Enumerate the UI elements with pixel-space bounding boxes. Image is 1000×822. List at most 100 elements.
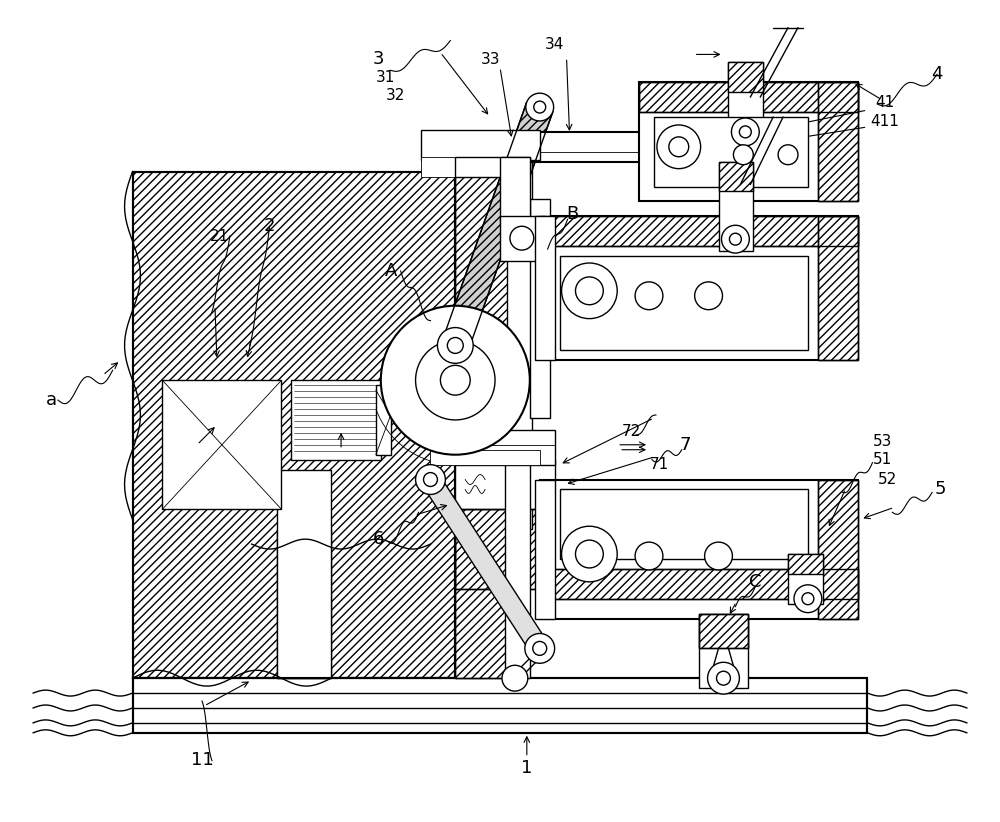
Bar <box>133 172 455 678</box>
Circle shape <box>721 225 749 253</box>
Bar <box>639 82 858 201</box>
Text: 41: 41 <box>875 95 894 109</box>
Bar <box>639 82 858 112</box>
Circle shape <box>526 93 554 121</box>
Bar <box>455 430 555 464</box>
Text: 21: 21 <box>210 229 230 243</box>
Bar <box>560 489 808 559</box>
Bar <box>500 157 530 221</box>
Circle shape <box>739 126 751 138</box>
Circle shape <box>562 526 617 582</box>
Bar <box>455 510 555 589</box>
Circle shape <box>424 473 437 487</box>
Bar <box>540 569 858 598</box>
Circle shape <box>381 306 530 455</box>
Circle shape <box>794 584 822 612</box>
Text: 11: 11 <box>191 750 213 769</box>
Text: 411: 411 <box>870 114 899 130</box>
Bar <box>788 554 823 603</box>
Bar <box>430 450 540 464</box>
Text: 5: 5 <box>934 481 946 498</box>
Text: 7: 7 <box>680 436 691 454</box>
Circle shape <box>575 277 603 305</box>
Text: 71: 71 <box>649 457 669 472</box>
Bar <box>699 613 748 649</box>
Bar <box>818 216 858 360</box>
Circle shape <box>695 282 722 310</box>
Bar <box>560 256 808 350</box>
Text: 52: 52 <box>878 472 897 487</box>
Text: a: a <box>45 391 57 409</box>
Circle shape <box>534 101 546 113</box>
Bar <box>455 510 555 589</box>
Circle shape <box>635 542 663 570</box>
Bar <box>133 172 455 678</box>
Circle shape <box>525 634 555 663</box>
Bar <box>540 569 858 598</box>
Bar <box>490 132 828 162</box>
Bar <box>699 613 748 649</box>
Text: C: C <box>749 573 762 591</box>
Bar <box>535 216 555 360</box>
Bar <box>699 613 748 688</box>
Bar <box>376 386 391 455</box>
Text: 2: 2 <box>264 217 275 235</box>
Bar <box>500 216 545 261</box>
Text: B: B <box>566 206 579 224</box>
Bar <box>719 162 753 251</box>
Bar <box>291 381 381 459</box>
Bar <box>818 216 858 360</box>
Text: 34: 34 <box>545 37 564 52</box>
Bar <box>540 216 858 246</box>
Polygon shape <box>422 474 548 653</box>
Circle shape <box>416 464 445 494</box>
Bar <box>162 381 281 510</box>
Circle shape <box>440 365 470 395</box>
Bar <box>788 554 823 574</box>
Text: 53: 53 <box>873 434 892 450</box>
Text: 32: 32 <box>386 88 405 103</box>
Circle shape <box>437 328 473 363</box>
Bar <box>530 200 550 418</box>
Bar <box>540 216 858 246</box>
Bar <box>505 459 530 678</box>
Bar <box>455 459 555 510</box>
Circle shape <box>416 340 495 420</box>
Bar <box>540 479 858 619</box>
Circle shape <box>778 145 798 164</box>
Bar <box>455 157 530 177</box>
Bar <box>535 479 555 619</box>
Bar <box>654 117 808 187</box>
Bar <box>818 82 858 201</box>
Circle shape <box>635 282 663 310</box>
Circle shape <box>802 593 814 605</box>
Bar <box>455 162 515 678</box>
Bar <box>728 62 763 92</box>
Bar <box>133 678 867 732</box>
Text: 1: 1 <box>521 759 533 777</box>
Circle shape <box>657 125 701 169</box>
Bar <box>421 157 460 177</box>
Polygon shape <box>442 103 553 350</box>
Circle shape <box>562 263 617 319</box>
Text: A: A <box>385 262 397 280</box>
Circle shape <box>575 540 603 568</box>
Circle shape <box>733 145 753 164</box>
Bar <box>507 142 532 529</box>
Bar <box>728 62 763 152</box>
Text: 6: 6 <box>373 530 385 548</box>
Text: 4: 4 <box>931 65 943 83</box>
Circle shape <box>729 233 741 245</box>
Circle shape <box>717 672 730 685</box>
Bar <box>818 479 858 619</box>
Circle shape <box>533 641 547 655</box>
Bar <box>277 529 331 678</box>
Bar <box>455 162 515 678</box>
Circle shape <box>731 118 759 145</box>
Circle shape <box>708 663 739 694</box>
Circle shape <box>510 226 534 250</box>
Circle shape <box>502 665 528 691</box>
Bar <box>818 479 858 619</box>
Bar <box>277 469 331 678</box>
Text: 31: 31 <box>376 70 395 85</box>
